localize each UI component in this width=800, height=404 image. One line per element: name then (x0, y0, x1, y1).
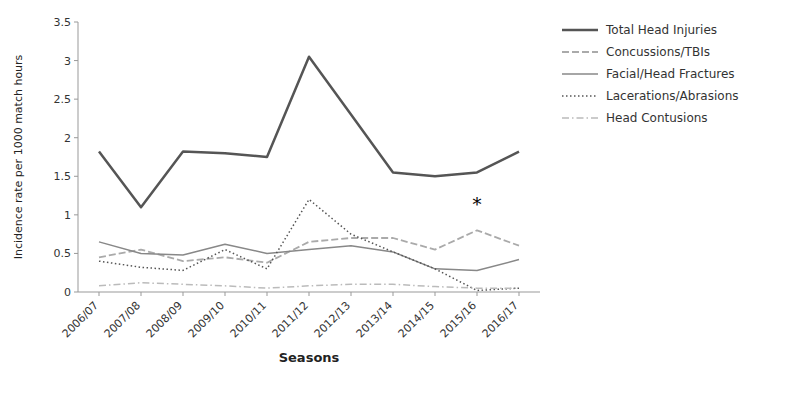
y-tick (74, 22, 78, 23)
y-tick-label: 3 (64, 55, 71, 68)
x-tick-label: 2010/11 (228, 299, 270, 341)
x-tick (435, 292, 436, 296)
legend-swatch (562, 95, 598, 97)
legend-swatch (562, 73, 598, 75)
chart: 0 0.5 1 1.5 2 2.5 3 3.5 2006/072007/082008/09200… (0, 0, 800, 404)
x-axis-title: Seasons (279, 350, 340, 365)
y-axis-line (78, 22, 79, 292)
legend-swatch (562, 117, 598, 119)
series-line (99, 199, 519, 290)
x-tick (309, 292, 310, 296)
legend-swatch (562, 51, 598, 53)
y-tick-label: 1.5 (54, 170, 72, 183)
x-tick-label: 2009/10 (186, 299, 228, 341)
y-tick-label: 0 (64, 286, 71, 299)
x-tick (225, 292, 226, 296)
x-tick-label: 2012/13 (312, 299, 354, 341)
x-tick (393, 292, 394, 296)
y-tick-label: 2.5 (54, 93, 72, 106)
series-line (99, 230, 519, 262)
x-tick (141, 292, 142, 296)
x-tick-label: 2006/07 (60, 299, 102, 341)
y-tick (74, 253, 78, 254)
x-tick-label: 2008/09 (144, 299, 186, 341)
y-axis-title: Incidence rate per 1000 match hours (12, 54, 25, 259)
legend: Total Head Injuries Concussions/TBIs Facia… (562, 23, 739, 125)
y-tick (74, 214, 78, 215)
y-tick (74, 137, 78, 138)
x-tick (267, 292, 268, 296)
legend-label: Head Contusions (606, 111, 708, 125)
y-tick (74, 292, 78, 293)
legend-label: Lacerations/Abrasions (606, 89, 739, 103)
legend-label: Total Head Injuries (605, 23, 717, 37)
x-tick (477, 292, 478, 296)
legend-label: Facial/Head Fractures (606, 67, 735, 81)
x-tick (351, 292, 352, 296)
x-tick-label: 2011/12 (270, 299, 312, 341)
lines (99, 57, 519, 291)
y-tick (74, 99, 78, 100)
legend-label: Concussions/TBIs (606, 45, 710, 59)
series-line (99, 57, 519, 207)
x-tick (99, 292, 100, 296)
x-tick-label: 2016/17 (480, 299, 522, 341)
x-tick-label: 2014/15 (396, 299, 438, 341)
annotation: * (473, 194, 482, 215)
x-tick-label: 2007/08 (102, 299, 144, 341)
y-tick-label: 3.5 (54, 16, 72, 29)
x-tick-label: 2013/14 (354, 299, 396, 341)
y-tick-label: 0.5 (54, 247, 72, 260)
legend-swatch (562, 29, 598, 32)
y-tick (74, 176, 78, 177)
series-line (99, 283, 519, 288)
x-tick (183, 292, 184, 296)
series-line (99, 242, 519, 271)
y-tick (74, 60, 78, 61)
x-tick-label: 2015/16 (438, 299, 480, 341)
y-tick-label: 2 (64, 132, 71, 145)
y-tick-label: 1 (64, 209, 71, 222)
x-tick (519, 292, 520, 296)
